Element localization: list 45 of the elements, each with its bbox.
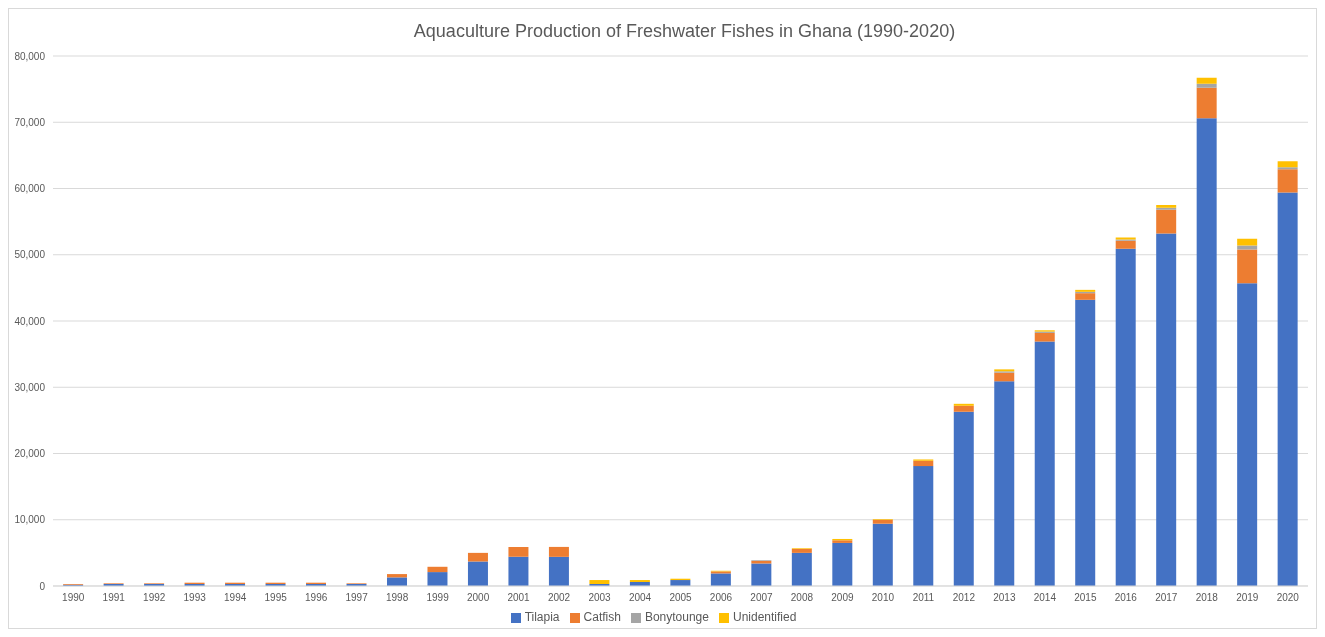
y-tick-label: 10,000 <box>14 514 46 526</box>
x-tick-label: 1992 <box>143 592 166 604</box>
x-tick-label: 2017 <box>1155 592 1178 604</box>
x-tick-label: 2018 <box>1195 592 1219 604</box>
legend-label: Bonytounge <box>644 610 709 624</box>
x-tick-label: 2012 <box>952 592 976 604</box>
x-tick-label: 1996 <box>305 592 328 604</box>
legend-label: Tilapia <box>524 610 560 624</box>
x-tick-label: 2005 <box>669 592 693 604</box>
x-tick-label: 2000 <box>466 592 490 604</box>
x-tick-label: 2016 <box>1114 592 1138 604</box>
x-tick-label: 1990 <box>62 592 85 604</box>
x-tick-label: 1997 <box>345 592 369 604</box>
y-tick-label: 30,000 <box>14 381 46 393</box>
x-tick-label: 2002 <box>547 592 571 604</box>
legend-label: Unidentified <box>732 610 797 624</box>
x-tick-label: 2003 <box>588 592 612 604</box>
x-tick-label: 2004 <box>628 592 652 604</box>
x-tick-label: 1998 <box>385 592 409 604</box>
y-tick-label: 60,000 <box>14 183 46 195</box>
x-tick-label: 1993 <box>183 592 207 604</box>
x-tick-label: 2020 <box>1276 592 1300 604</box>
x-tick-label: 2001 <box>507 592 531 604</box>
y-tick-label: 0 <box>39 580 46 592</box>
x-tick-label: 2009 <box>831 592 854 604</box>
chart-title: Aquaculture Production of Freshwater Fishes in Ghana (1990-2020) <box>412 20 957 43</box>
x-tick-label: 1995 <box>264 592 288 604</box>
y-tick-label: 50,000 <box>14 249 46 261</box>
x-tick-label: 1994 <box>224 592 247 604</box>
x-tick-label: 1999 <box>426 592 450 604</box>
y-tick-label: 70,000 <box>14 116 46 128</box>
x-tick-label: 1991 <box>102 592 126 604</box>
y-tick-label: 40,000 <box>14 315 46 327</box>
x-tick-label: 2008 <box>790 592 814 604</box>
y-tick-label: 80,000 <box>14 50 46 62</box>
x-tick-label: 2007 <box>750 592 774 604</box>
x-tick-label: 2013 <box>993 592 1016 604</box>
x-tick-label: 2006 <box>709 592 733 604</box>
x-tick-label: 2019 <box>1236 592 1259 604</box>
x-tick-label: 2014 <box>1033 592 1057 604</box>
x-tick-label: 2010 <box>871 592 895 604</box>
x-tick-label: 2011 <box>912 592 935 604</box>
legend-label: Catfish <box>583 610 621 624</box>
x-tick-label: 2015 <box>1074 592 1097 604</box>
y-tick-label: 20,000 <box>14 448 46 460</box>
